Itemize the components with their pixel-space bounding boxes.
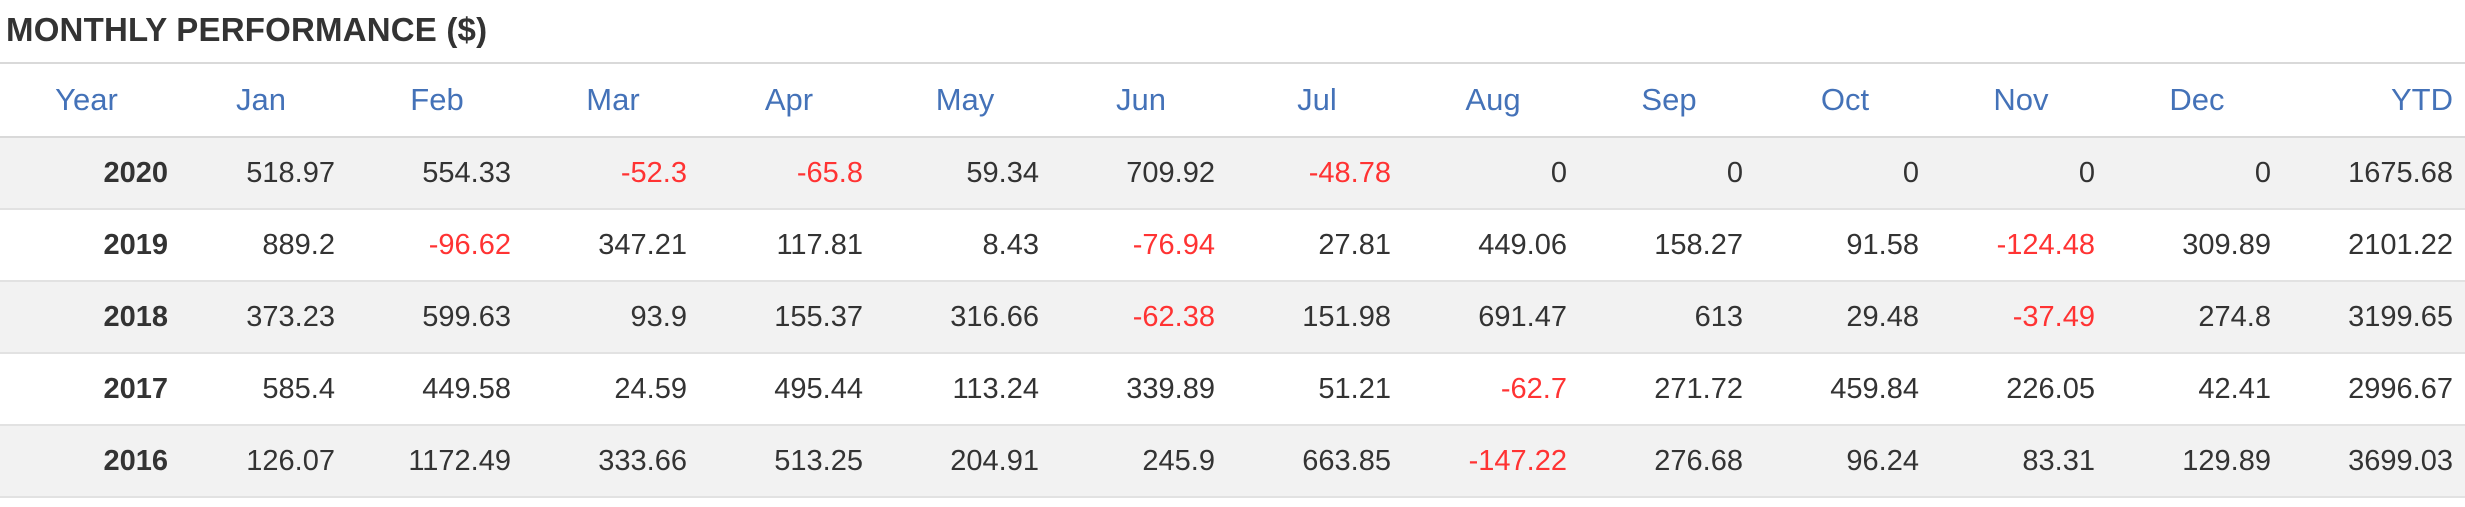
month-cell: 449.06 [1405, 209, 1581, 282]
month-cell: 113.24 [877, 353, 1053, 426]
month-cell: 226.05 [1933, 353, 2109, 426]
column-header-may: May [877, 64, 1053, 138]
ytd-cell: 2101.22 [2285, 209, 2465, 282]
ytd-cell: 1675.68 [2285, 137, 2465, 210]
month-cell: -62.38 [1053, 281, 1229, 354]
month-cell: 449.58 [349, 353, 525, 426]
month-cell: 0 [1581, 137, 1757, 210]
ytd-cell: 3199.65 [2285, 281, 2465, 354]
month-cell: 126.07 [173, 425, 349, 498]
row-year: 2016 [0, 425, 173, 498]
month-cell: 29.48 [1757, 281, 1933, 354]
month-cell: 93.9 [525, 281, 701, 354]
ytd-cell: 2996.67 [2285, 353, 2465, 426]
column-header-aug: Aug [1405, 64, 1581, 138]
table-body: 2020 518.97 554.33 -52.3 -65.8 59.34 709… [0, 137, 2465, 498]
month-cell: 117.81 [701, 209, 877, 282]
month-cell: 495.44 [701, 353, 877, 426]
column-header-apr: Apr [701, 64, 877, 138]
month-cell: 96.24 [1757, 425, 1933, 498]
month-cell: 51.21 [1229, 353, 1405, 426]
table-row: 2018 373.23 599.63 93.9 155.37 316.66 -6… [0, 281, 2465, 354]
month-cell: 691.47 [1405, 281, 1581, 354]
month-cell: 83.31 [1933, 425, 2109, 498]
month-cell: -147.22 [1405, 425, 1581, 498]
month-cell: 599.63 [349, 281, 525, 354]
row-year: 2020 [0, 137, 173, 210]
month-cell: 889.2 [173, 209, 349, 282]
month-cell: 373.23 [173, 281, 349, 354]
month-cell: 309.89 [2109, 209, 2285, 282]
column-header-jul: Jul [1229, 64, 1405, 138]
row-year: 2017 [0, 353, 173, 426]
month-cell: -48.78 [1229, 137, 1405, 210]
month-cell: 459.84 [1757, 353, 1933, 426]
table-row: 2020 518.97 554.33 -52.3 -65.8 59.34 709… [0, 137, 2465, 210]
month-cell: 585.4 [173, 353, 349, 426]
month-cell: 129.89 [2109, 425, 2285, 498]
month-cell: 709.92 [1053, 137, 1229, 210]
column-header-nov: Nov [1933, 64, 2109, 138]
month-cell: 8.43 [877, 209, 1053, 282]
month-cell: 91.58 [1757, 209, 1933, 282]
title-divider [0, 62, 2465, 64]
month-cell: 0 [1933, 137, 2109, 210]
table-header-row: Year Jan Feb Mar Apr May Jun Jul Aug Sep… [0, 64, 2465, 138]
month-cell: 613 [1581, 281, 1757, 354]
month-cell: 276.68 [1581, 425, 1757, 498]
row-year: 2019 [0, 209, 173, 282]
month-cell: 271.72 [1581, 353, 1757, 426]
month-cell: 0 [2109, 137, 2285, 210]
column-header-ytd: YTD [2285, 64, 2465, 138]
month-cell: 59.34 [877, 137, 1053, 210]
table-row: 2016 126.07 1172.49 333.66 513.25 204.91… [0, 425, 2465, 498]
month-cell: 333.66 [525, 425, 701, 498]
column-header-feb: Feb [349, 64, 525, 138]
month-cell: 0 [1405, 137, 1581, 210]
month-cell: -76.94 [1053, 209, 1229, 282]
month-cell: 663.85 [1229, 425, 1405, 498]
month-cell: 554.33 [349, 137, 525, 210]
column-header-year: Year [0, 64, 173, 138]
month-cell: 155.37 [701, 281, 877, 354]
month-cell: -62.7 [1405, 353, 1581, 426]
column-header-dec: Dec [2109, 64, 2285, 138]
month-cell: -96.62 [349, 209, 525, 282]
month-cell: 518.97 [173, 137, 349, 210]
month-cell: 245.9 [1053, 425, 1229, 498]
row-year: 2018 [0, 281, 173, 354]
month-cell: -65.8 [701, 137, 877, 210]
column-header-jan: Jan [173, 64, 349, 138]
month-cell: 0 [1757, 137, 1933, 210]
month-cell: 347.21 [525, 209, 701, 282]
month-cell: 27.81 [1229, 209, 1405, 282]
column-header-jun: Jun [1053, 64, 1229, 138]
month-cell: 158.27 [1581, 209, 1757, 282]
ytd-cell: 3699.03 [2285, 425, 2465, 498]
month-cell: 274.8 [2109, 281, 2285, 354]
month-cell: 24.59 [525, 353, 701, 426]
column-header-mar: Mar [525, 64, 701, 138]
month-cell: 42.41 [2109, 353, 2285, 426]
month-cell: 204.91 [877, 425, 1053, 498]
column-header-sep: Sep [1581, 64, 1757, 138]
month-cell: -37.49 [1933, 281, 2109, 354]
month-cell: -52.3 [525, 137, 701, 210]
month-cell: 1172.49 [349, 425, 525, 498]
month-cell: 151.98 [1229, 281, 1405, 354]
month-cell: -124.48 [1933, 209, 2109, 282]
month-cell: 513.25 [701, 425, 877, 498]
table-row: 2019 889.2 -96.62 347.21 117.81 8.43 -76… [0, 209, 2465, 282]
panel-title: MONTHLY PERFORMANCE ($) [6, 11, 488, 48]
month-cell: 316.66 [877, 281, 1053, 354]
month-cell: 339.89 [1053, 353, 1229, 426]
monthly-performance-table: Year Jan Feb Mar Apr May Jun Jul Aug Sep… [0, 64, 2465, 498]
table-row: 2017 585.4 449.58 24.59 495.44 113.24 33… [0, 353, 2465, 426]
column-header-oct: Oct [1757, 64, 1933, 138]
